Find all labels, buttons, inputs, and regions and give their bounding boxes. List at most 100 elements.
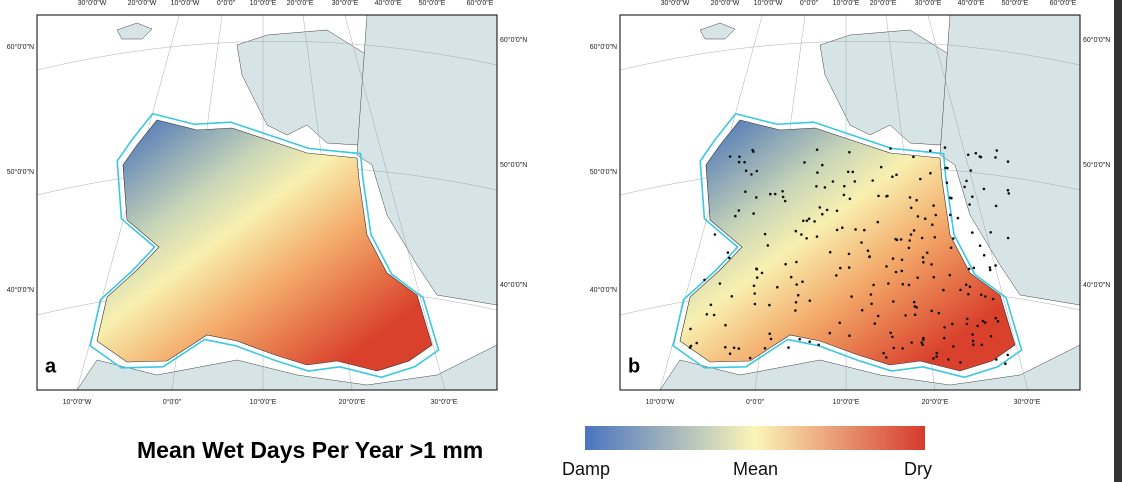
- station: [1007, 192, 1011, 195]
- station: [841, 226, 844, 229]
- station: [839, 266, 842, 270]
- station: [1006, 188, 1010, 192]
- station: [886, 194, 889, 198]
- station: [908, 239, 911, 242]
- domain-outline: [672, 112, 1023, 379]
- top-label: 20°0'0"E: [870, 0, 897, 7]
- station: [763, 347, 767, 350]
- station: [835, 209, 839, 213]
- station: [728, 155, 732, 158]
- right-label: 50°0'0"N: [500, 161, 527, 169]
- bottom-label: 30°0'0"E: [1014, 398, 1041, 406]
- top-label: 10°0'0"W: [754, 0, 783, 7]
- station: [796, 293, 800, 297]
- station: [889, 147, 892, 150]
- station: [913, 313, 917, 317]
- station: [863, 228, 866, 232]
- top-label: 50°0'0"E: [419, 0, 446, 7]
- station: [843, 184, 846, 188]
- station: [1006, 353, 1009, 357]
- station: [876, 314, 880, 318]
- bottom-label: 10°0'0"E: [833, 398, 860, 406]
- station: [948, 196, 952, 199]
- station: [967, 292, 970, 296]
- station: [828, 331, 832, 335]
- land: [116, 22, 153, 40]
- station: [943, 336, 946, 340]
- station: [959, 361, 962, 364]
- station: [853, 180, 857, 183]
- station: [726, 251, 730, 254]
- top-label: 40°0'0"E: [375, 0, 402, 7]
- station: [713, 233, 717, 236]
- station: [948, 273, 952, 277]
- legend-high: Dry: [904, 459, 932, 479]
- frame: [619, 14, 1081, 391]
- station: [922, 338, 925, 341]
- station: [892, 300, 895, 303]
- panel-label: a: [45, 355, 57, 377]
- top-label: 30°0'0"W: [78, 0, 107, 7]
- station: [703, 278, 706, 282]
- map-body: [620, 15, 1080, 390]
- station: [805, 219, 809, 222]
- station: [922, 260, 925, 264]
- top-label: 60°0'0"E: [467, 0, 494, 7]
- station: [912, 155, 915, 159]
- station: [755, 267, 758, 270]
- station: [801, 280, 804, 284]
- station: [813, 220, 816, 223]
- station: [933, 236, 937, 239]
- top-label: 20°0'0"E: [287, 0, 314, 7]
- station: [748, 356, 752, 360]
- station: [776, 285, 779, 289]
- station: [769, 337, 773, 341]
- station: [815, 148, 819, 151]
- station: [971, 339, 975, 343]
- station: [828, 250, 832, 254]
- station: [795, 260, 798, 264]
- station: [781, 195, 785, 199]
- station: [976, 324, 979, 328]
- map-panel: b 30°0'0"W 20°0'0"W 10°0'0"W 0°0'0" 10°0'0"E 2…: [590, 0, 1111, 406]
- station: [815, 185, 818, 188]
- station: [873, 322, 877, 325]
- station: [869, 293, 873, 296]
- station: [949, 246, 953, 249]
- station: [760, 271, 764, 275]
- left-label: 60°0'0"N: [7, 43, 34, 51]
- station: [947, 358, 950, 361]
- station: [891, 335, 894, 339]
- station: [943, 146, 947, 149]
- station: [912, 229, 916, 232]
- station: [860, 308, 864, 312]
- station: [967, 267, 971, 271]
- station: [689, 344, 693, 348]
- station: [920, 236, 924, 240]
- station: [744, 190, 747, 193]
- station: [783, 199, 787, 203]
- top-label: 50°0'0"E: [1002, 0, 1029, 7]
- station: [899, 238, 903, 241]
- station: [847, 252, 851, 256]
- station: [988, 266, 992, 269]
- left-label: 60°0'0"N: [590, 43, 617, 51]
- station: [996, 319, 1000, 323]
- station: [821, 212, 824, 216]
- station: [784, 262, 787, 266]
- station: [794, 309, 797, 312]
- bottom-label: 10°0'0"W: [63, 398, 92, 406]
- station: [916, 276, 919, 280]
- station: [737, 347, 741, 350]
- station: [995, 149, 999, 152]
- station: [750, 173, 753, 176]
- station: [919, 177, 922, 181]
- station: [816, 171, 819, 174]
- station: [895, 173, 898, 177]
- station: [885, 265, 888, 268]
- station: [724, 323, 727, 327]
- top-label: 20°0'0"W: [711, 0, 740, 7]
- station: [838, 321, 841, 325]
- graticule: [344, 15, 446, 390]
- station: [963, 185, 966, 189]
